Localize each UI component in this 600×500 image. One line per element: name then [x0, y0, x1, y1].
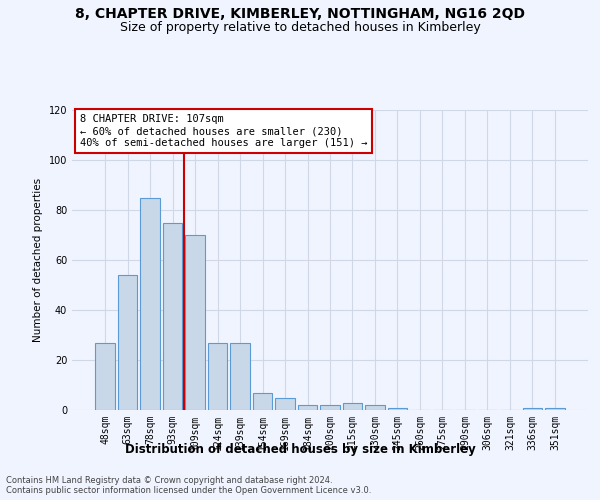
Bar	[140, 198, 160, 410]
Bar	[95, 342, 115, 410]
Bar	[230, 342, 250, 410]
Text: 8 CHAPTER DRIVE: 107sqm
← 60% of detached houses are smaller (230)
40% of semi-d: 8 CHAPTER DRIVE: 107sqm ← 60% of detache…	[80, 114, 367, 148]
Text: Size of property relative to detached houses in Kimberley: Size of property relative to detached ho…	[119, 21, 481, 34]
Bar	[275, 398, 295, 410]
Bar	[388, 408, 407, 410]
Bar	[298, 405, 317, 410]
Bar	[208, 342, 227, 410]
Text: Distribution of detached houses by size in Kimberley: Distribution of detached houses by size …	[125, 442, 475, 456]
Bar	[523, 408, 542, 410]
Bar	[545, 408, 565, 410]
Bar	[185, 235, 205, 410]
Text: 8, CHAPTER DRIVE, KIMBERLEY, NOTTINGHAM, NG16 2QD: 8, CHAPTER DRIVE, KIMBERLEY, NOTTINGHAM,…	[75, 8, 525, 22]
Bar	[163, 222, 182, 410]
Bar	[253, 392, 272, 410]
Bar	[343, 402, 362, 410]
Text: Contains HM Land Registry data © Crown copyright and database right 2024.
Contai: Contains HM Land Registry data © Crown c…	[6, 476, 371, 495]
Bar	[320, 405, 340, 410]
Bar	[365, 405, 385, 410]
Y-axis label: Number of detached properties: Number of detached properties	[33, 178, 43, 342]
Bar	[118, 275, 137, 410]
